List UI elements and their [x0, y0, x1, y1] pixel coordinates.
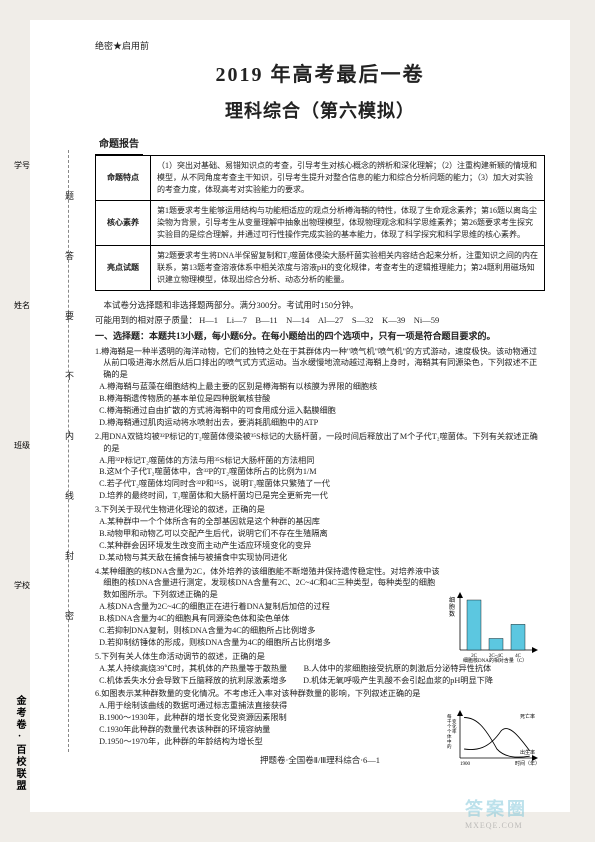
inner-label: 封 [65, 550, 74, 564]
birth-label: 出生率 [520, 749, 535, 756]
question-option: D.若抑制纺锤体的形成，则核DNA含量为4C的细胞所占比例增多 [95, 637, 440, 649]
inner-label: 答 [65, 250, 74, 264]
watermark-url: MXEQE.COM [465, 821, 575, 830]
inner-label: 内 [65, 430, 74, 444]
question-stem: 6.如图表示某种群数量的变化情况。不考虑迁入率对该种群数量的影响，下列叙述正确的… [95, 688, 440, 700]
question-option: A.樽海鞘与蓝藻在细胞结构上最主要的区别是樽海鞘有以核膜为界限的细胞核 [95, 381, 545, 393]
question-option: D.某动物与其天敌在捕食捕与被捕食中实现协同进化 [95, 552, 545, 564]
question-option: C.樽海鞘通过自由扩散的方式将海鞘中的可食用成分运入黏膜细胞 [95, 405, 545, 417]
question-option: D.1950～1970年，此种群的年龄结构为增长型 [95, 736, 440, 748]
report-row-label: 核心素养 [96, 200, 151, 245]
question-option: C.1930年此种群的数量代表该种群的环境容纳量 [95, 724, 440, 736]
question-stem: 2.用DNA双链均被³²P标记的T₂噬菌体侵染被³⁵S标记的大肠杆菌，一段时间后… [95, 431, 545, 455]
report-row-text: （1）突出对基础、易错知识点的考查，引导考生对核心概念的辨析和深化理解；（2）注… [151, 155, 545, 200]
svg-text:的: 的 [447, 743, 452, 750]
table-row: 命题特点 （1）突出对基础、易错知识点的考查，引导考生对核心概念的辨析和深化理解… [96, 155, 545, 200]
question-option: B.樽海鞘遗传物质的基本单位是四种脱氧核苷酸 [95, 393, 545, 405]
brand-label: 金考卷·百校联盟 [12, 695, 27, 792]
question-option: B.1900～1930年，此种群的增长变化受资源因素限制 [95, 712, 440, 724]
main-title: 2019 年高考最后一卷 [95, 60, 545, 90]
report-table: 命题特点 （1）突出对基础、易错知识点的考查，引导考生对核心概念的辨析和深化理解… [95, 155, 545, 291]
side-label-number: 学号 [14, 160, 30, 171]
elements: 可能用到的相对原子质量： H—1 Li—7 B—11 N—14 Al—27 S—… [95, 314, 545, 327]
question-option: C.机体丢失水分会导致下丘脑释放的抗利尿激素增多 D.机体无氧呼吸产生乳酸不会引… [95, 675, 545, 687]
sub-title: 理科综合（第六模拟） [95, 98, 545, 125]
inner-label: 密 [65, 610, 74, 624]
question-option: C.某种群会因环境发生改变而主动产生适应环境变化的变异 [95, 540, 545, 552]
question-stem: 4.某种细胞的核DNA含量为2C，体外培养的该细胞能不断增殖并保持遗传稳定性。对… [95, 566, 440, 602]
question-stem: 3.下列关于现代生物进化理论的叙述，正确的是 [95, 504, 545, 516]
side-label-name: 姓名 [14, 300, 30, 311]
chart-line-population: 死亡率 出生率 1900 时间（年） 每 千 个 个 体 中 的 变 化 率 [445, 708, 540, 768]
report-row-label: 亮点试题 [96, 245, 151, 290]
section-heading: 一、选择题：本题共13小题，每小题6分。在每小题给出的四个选项中，只有一项是符合… [95, 330, 545, 344]
question-option: B.这M个子代T₂噬菌体中，含³²P的T₂噬菌体所占的比例为1/M [95, 466, 545, 478]
side-label-class: 班级 [14, 440, 30, 451]
inner-label: 线 [65, 490, 74, 504]
report-row-text: 第1题要求考生能够运用结构与功能相适应的观点分析樽海鞘的特性，体现了生命观念素养… [151, 200, 545, 245]
question-3: 3.下列关于现代生物进化理论的叙述，正确的是 A.某种群中一个个体所含有的全部基… [95, 504, 545, 563]
report-row-label: 命题特点 [96, 155, 151, 200]
confidential-label: 绝密★启用前 [95, 40, 545, 54]
side-label-school: 学校 [14, 580, 30, 591]
question-option: A.用于绘制该曲线的数据可通过标志重捕法直接获得 [95, 700, 440, 712]
question-option: D.培养的最终时间，T₂噬菌体和大肠杆菌均已是完全更新完一代 [95, 490, 545, 502]
watermark-text: 答案圈 [465, 795, 575, 821]
svg-text:时间（年）: 时间（年） [515, 760, 540, 767]
svg-text:1900: 1900 [460, 762, 471, 767]
question-1: 1.樽海鞘是一种半透明的海洋动物，它们的独特之处在于其群体内一种"喷气机"喷气机… [95, 346, 545, 429]
chart-xlabel: 细胞核DNA的相对含量（C） [463, 657, 527, 664]
svg-text:数: 数 [449, 610, 455, 618]
inner-label: 要 [65, 310, 74, 324]
death-label: 死亡率 [520, 713, 535, 720]
question-2: 2.用DNA双链均被³²P标记的T₂噬菌体侵染被³⁵S标记的大肠杆菌，一段时间后… [95, 431, 545, 502]
question-option: C.若子代T₂噬菌体均同时含³²P和³⁵S，说明T₂噬菌体只繁殖了一代 [95, 478, 545, 490]
report-title: 命题报告 [95, 135, 143, 155]
table-row: 核心素养 第1题要求考生能够运用结构与功能相适应的观点分析樽海鞘的特性，体现了生… [96, 200, 545, 245]
chart-bar-dna: 2C2C~4C4C 细 胞 数 细胞核DNA的相对含量（C） [445, 590, 540, 665]
report-row-text: 第2题要求考生将DNA半保留复制和T₂噬菌体侵染大肠杆菌实验相关内容结合起来分析… [151, 245, 545, 290]
question-option: B.核DNA含量为4C的细胞具有同源染色体和染色单体 [95, 613, 440, 625]
inner-label: 不 [65, 370, 74, 384]
question-option: A.某种群中一个个体所含有的全部基因就是这个种群的基因库 [95, 516, 545, 528]
seal-line [68, 150, 69, 752]
elements-list: H—1 Li—7 B—11 N—14 Al—27 S—32 K—39 Ni—59 [199, 315, 439, 325]
question-option: C.若抑制DNA复制，则核DNA含量为4C的细胞所占比例增多 [95, 625, 440, 637]
inner-label: 题 [65, 190, 74, 204]
svg-text:胞: 胞 [449, 603, 455, 611]
question-option: D.樽海鞘通过肌肉运动将水喷射出去，要消耗肌细胞中的ATP [95, 417, 545, 429]
question-option: A.核DNA含量为2C~4C的细胞正在进行着DNA复制后加倍的过程 [95, 601, 440, 613]
svg-text:率: 率 [452, 728, 457, 735]
exam-paper: 绝密★启用前 2019 年高考最后一卷 理科综合（第六模拟） 命题报告 命题特点… [30, 20, 570, 812]
question-stem: 1.樽海鞘是一种半透明的海洋动物，它们的独特之处在于其群体内一种"喷气机"喷气机… [95, 346, 545, 382]
watermark: 答案圈 MXEQE.COM [465, 795, 575, 830]
elements-label: 可能用到的相对原子质量： [95, 315, 197, 325]
question-option: B.动物甲和动物乙可以交配产生后代，说明它们不存在生殖隔离 [95, 528, 545, 540]
instructions: 本试卷分选择题和非选择题两部分。满分300分。考试用时150分钟。 [95, 299, 545, 312]
question-option: A.用³²P标记T₂噬菌体的方法与用³⁵S标记大肠杆菌的方法相同 [95, 455, 545, 467]
table-row: 亮点试题 第2题要求考生将DNA半保留复制和T₂噬菌体侵染大肠杆菌实验相关内容结… [96, 245, 545, 290]
chart-ylabel: 细 [449, 596, 455, 604]
